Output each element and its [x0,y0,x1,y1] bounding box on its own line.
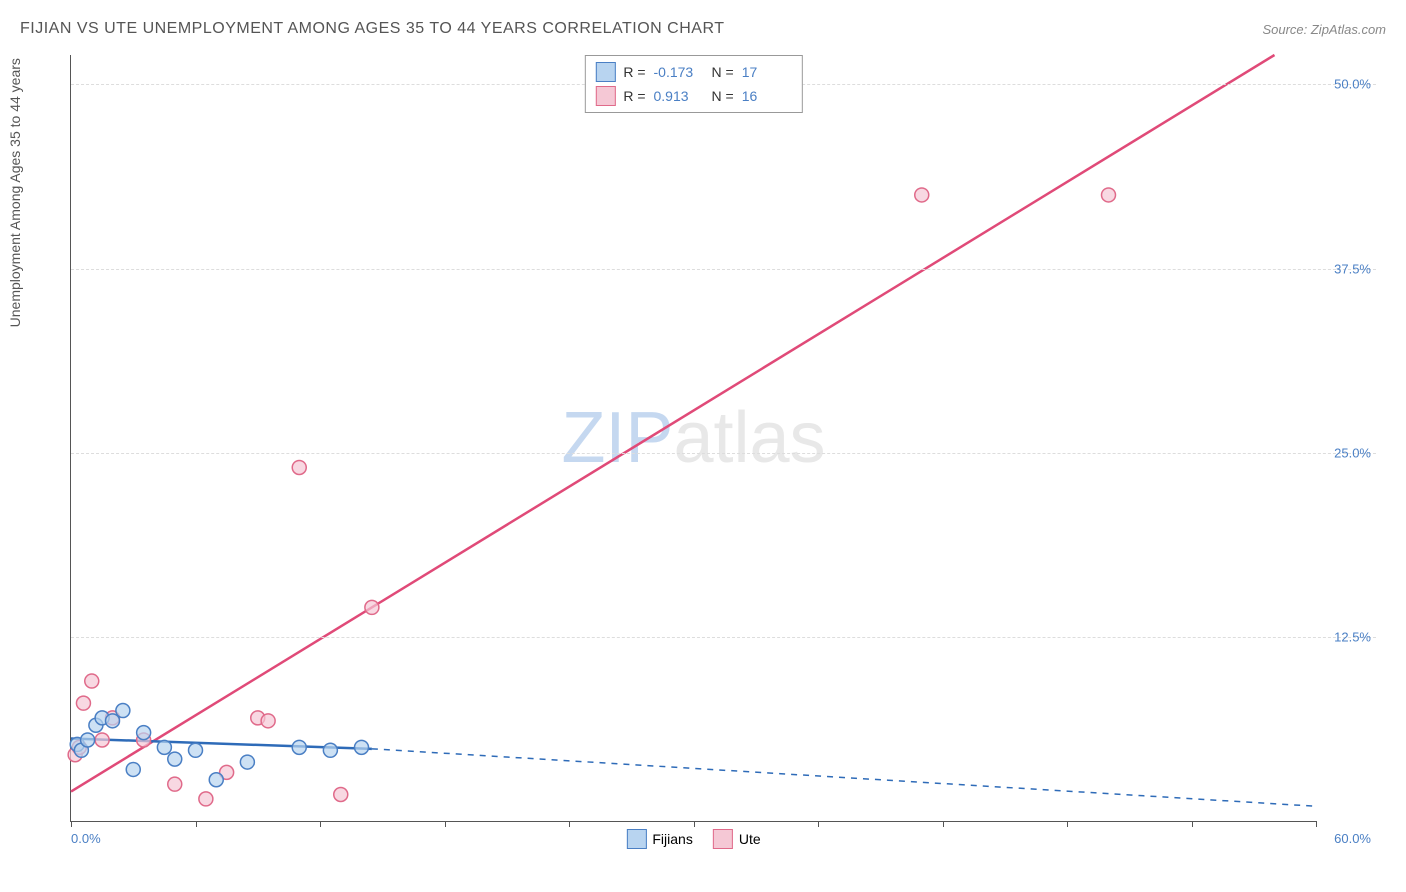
x-axis-max-label: 60.0% [1334,831,1371,846]
n-value-ute: 16 [742,88,792,104]
swatch-fijians-bottom [626,829,646,849]
y-tick-label: 25.0% [1334,445,1371,460]
scatter-plot: ZIPatlas R = -0.173 N = 17 R = 0.913 N =… [70,55,1316,822]
y-tick-label: 37.5% [1334,261,1371,276]
stats-row-fijians: R = -0.173 N = 17 [595,60,791,84]
y-axis-label: Unemployment Among Ages 35 to 44 years [7,58,23,327]
x-axis-min-label: 0.0% [71,831,101,846]
series-legend: Fijians Ute [626,829,760,849]
swatch-ute-bottom [713,829,733,849]
y-tick-label: 50.0% [1334,77,1371,92]
n-label: N = [712,88,734,104]
chart-area: Unemployment Among Ages 35 to 44 years Z… [50,55,1376,852]
legend-item-fijians: Fijians [626,829,692,849]
legend-label-ute: Ute [739,831,761,847]
stats-row-ute: R = 0.913 N = 16 [595,84,791,108]
swatch-fijians [595,62,615,82]
r-value-ute: 0.913 [654,88,704,104]
y-tick-label: 12.5% [1334,629,1371,644]
r-label: R = [623,88,645,104]
n-label: N = [712,64,734,80]
stats-legend: R = -0.173 N = 17 R = 0.913 N = 16 [584,55,802,113]
r-label: R = [623,64,645,80]
plot-svg [71,55,1316,821]
swatch-ute [595,86,615,106]
legend-item-ute: Ute [713,829,761,849]
source-attribution: Source: ZipAtlas.com [1262,22,1386,37]
chart-title: FIJIAN VS UTE UNEMPLOYMENT AMONG AGES 35… [20,20,725,38]
n-value-fijians: 17 [742,64,792,80]
r-value-fijians: -0.173 [654,64,704,80]
legend-label-fijians: Fijians [652,831,692,847]
